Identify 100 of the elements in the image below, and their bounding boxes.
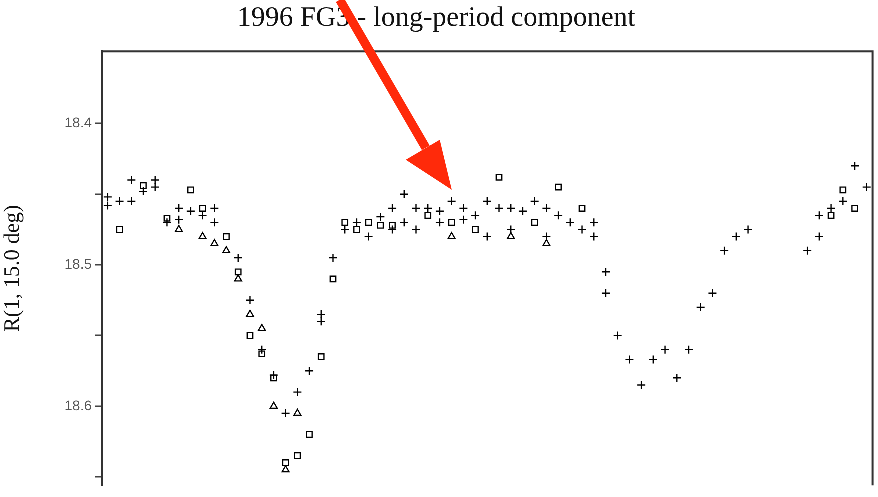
point [306,431,313,438]
point [590,218,599,228]
point [400,218,409,228]
point [578,205,586,212]
point [601,288,611,298]
point [198,232,207,240]
point [270,402,278,410]
point [482,232,492,242]
point [494,204,504,214]
point [330,276,337,283]
point [282,460,290,466]
point [223,233,230,240]
point [138,186,148,196]
point [507,232,516,240]
point [316,317,326,326]
point [648,355,658,364]
point [246,310,254,318]
point [388,204,398,214]
point [566,218,576,228]
point [732,232,742,242]
y-tick-label: 18.4 [64,114,92,131]
point [470,210,480,220]
point [174,204,184,214]
point [340,225,350,234]
point [150,182,160,192]
point [530,196,540,206]
point [188,186,194,194]
point [282,465,290,473]
point [472,226,479,234]
point [400,190,409,199]
point [850,162,860,171]
point [246,296,255,306]
point [625,355,634,364]
y-tick-label: 18.6 [64,397,92,414]
point [328,253,338,263]
point [210,218,220,228]
point [316,310,326,320]
point [174,215,184,224]
point [435,218,445,228]
point [696,302,706,312]
point [258,350,266,358]
point [542,204,552,214]
point [164,214,171,222]
point [388,225,398,234]
point [496,174,503,181]
point [269,370,279,380]
point [354,226,360,234]
point [234,274,242,282]
point [162,218,172,228]
point [257,345,267,354]
point [459,215,468,224]
point [198,210,208,220]
point [127,176,136,185]
point [448,232,456,240]
point [246,332,254,340]
point [838,196,848,206]
point [448,219,456,226]
point [506,204,516,214]
point [270,374,278,382]
point [294,408,302,416]
point [862,182,872,192]
point [601,268,611,277]
point [531,219,538,226]
point [802,246,812,256]
point [210,204,220,214]
point [672,374,682,383]
point [590,232,599,242]
point [412,225,421,234]
point [660,345,670,354]
point [304,366,314,376]
point [828,212,835,220]
point [744,225,753,234]
point [222,246,231,254]
point [542,239,551,246]
point [103,192,113,202]
point [293,388,302,397]
point [364,232,374,242]
point [352,218,362,228]
point [412,204,421,214]
point [424,212,432,220]
point [459,204,468,214]
point [115,196,124,206]
point [199,205,206,212]
point [281,408,290,418]
point [720,246,730,256]
point [376,212,386,222]
point [234,253,243,263]
point [684,345,694,354]
point [234,268,242,276]
point [636,380,646,390]
point [365,219,372,226]
point [826,204,836,214]
point [294,452,302,460]
point [127,196,136,206]
point [554,210,564,220]
point [482,196,492,206]
point [150,176,160,185]
y-axis-title: R(1, 15.0 deg) [0,205,24,332]
point [578,225,587,234]
point [389,222,396,229]
